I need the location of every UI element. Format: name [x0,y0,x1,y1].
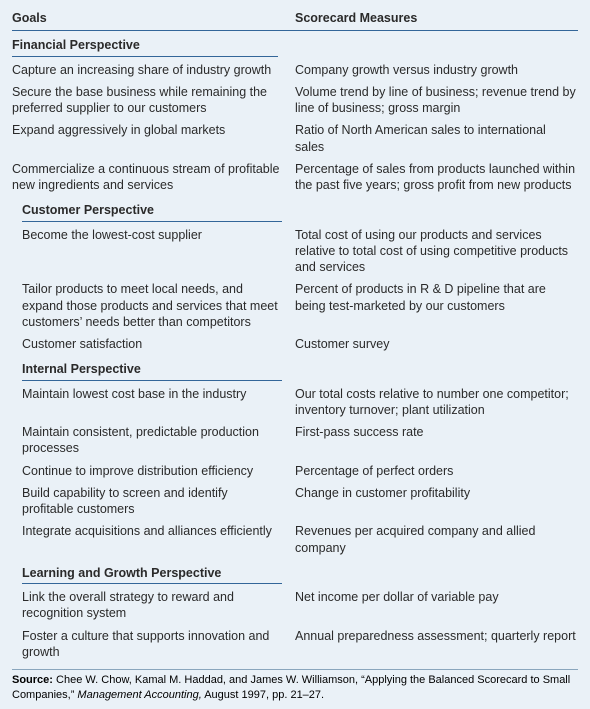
goal-cell: Integrate acquisitions and alliances eff… [12,523,295,556]
goal-cell: Secure the base business while remaining… [12,84,295,117]
goal-cell: Customer satisfaction [12,336,295,352]
section-title: Customer Perspective [22,202,282,221]
table-row: Commercialize a continuous stream of pro… [12,158,578,197]
measure-cell: First-pass success rate [295,424,578,457]
table-row: Tailor products to meet local needs, and… [12,278,578,333]
measure-cell: Volume trend by line of business; revenu… [295,84,578,117]
table-row: Maintain consistent, predictable product… [12,421,578,460]
perspective-section: Learning and Growth Perspective Link the … [12,565,578,663]
measure-cell: Net income per dollar of variable pay [295,589,578,622]
table-row: Link the overall strategy to reward and … [12,586,578,625]
section-title: Financial Perspective [12,37,278,56]
goal-cell: Expand aggressively in global markets [12,122,295,155]
measure-cell: Total cost of using our products and ser… [295,227,578,276]
table-row: Foster a culture that supports innovatio… [12,625,578,664]
source-label: Source: [12,674,53,686]
table-row: Secure the base business while remaining… [12,81,578,120]
header-row: Goals Scorecard Measures [12,10,578,31]
table-row: Maintain lowest cost base in the industr… [12,383,578,422]
table-row: Become the lowest-cost supplierTotal cos… [12,224,578,279]
goal-cell: Commercialize a continuous stream of pro… [12,161,295,194]
section-title: Internal Perspective [22,361,282,380]
table-row: Integrate acquisitions and alliances eff… [12,520,578,559]
goal-cell: Build capability to screen and identify … [12,485,295,518]
measure-cell: Percent of products in R & D pipeline th… [295,281,578,330]
perspective-section: Customer Perspective Become the lowest-co… [12,202,578,355]
table-row: Build capability to screen and identify … [12,482,578,521]
measure-cell: Ratio of North American sales to interna… [295,122,578,155]
scorecard-table: Goals Scorecard Measures Financial Persp… [0,0,590,709]
measure-cell: Our total costs relative to number one c… [295,386,578,419]
header-goals: Goals [12,10,295,26]
goal-cell: Foster a culture that supports innovatio… [12,628,295,661]
source-text-2: August 1997, pp. 21–27. [202,689,324,701]
table-row: Customer satisfactionCustomer survey [12,333,578,355]
goal-cell: Continue to improve distribution efficie… [12,463,295,479]
measure-cell: Customer survey [295,336,578,352]
goal-cell: Tailor products to meet local needs, and… [12,281,295,330]
goal-cell: Link the overall strategy to reward and … [12,589,295,622]
measure-cell: Company growth versus industry growth [295,62,578,78]
measure-cell: Percentage of sales from products launch… [295,161,578,194]
perspective-section: Internal Perspective Maintain lowest cost… [12,361,578,559]
table-row: Capture an increasing share of industry … [12,59,578,81]
table-row: Expand aggressively in global marketsRat… [12,119,578,158]
measure-cell: Percentage of perfect orders [295,463,578,479]
goal-cell: Capture an increasing share of industry … [12,62,295,78]
section-title: Learning and Growth Perspective [22,565,282,584]
perspective-section: Financial Perspective Capture an increasi… [12,37,578,196]
measure-cell: Revenues per acquired company and allied… [295,523,578,556]
table-row: Continue to improve distribution efficie… [12,460,578,482]
measure-cell: Annual preparedness assessment; quarterl… [295,628,578,661]
source-citation: Source: Chee W. Chow, Kamal M. Haddad, a… [12,669,578,703]
goal-cell: Become the lowest-cost supplier [12,227,295,276]
header-measures: Scorecard Measures [295,10,578,26]
goal-cell: Maintain consistent, predictable product… [12,424,295,457]
source-italic: Management Accounting, [77,689,201,701]
measure-cell: Change in customer profitability [295,485,578,518]
goal-cell: Maintain lowest cost base in the industr… [12,386,295,419]
